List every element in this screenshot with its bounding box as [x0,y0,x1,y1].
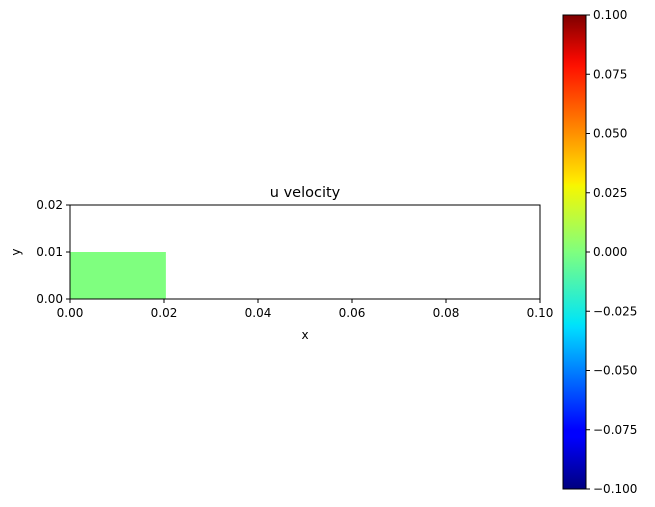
y-tick-label: 0.00 [36,292,63,306]
y-tick-label: 0.01 [36,245,63,259]
velocity-field-region [70,252,166,299]
chart-title: u velocity [270,185,341,201]
y-axis-label: y [9,248,23,255]
colorbar-tick-label: 0.025 [593,186,627,200]
x-axis-label: x [301,328,308,342]
colorbar-tick-label: 0.075 [593,67,627,81]
colorbar-tick-label: −0.050 [593,364,637,378]
y-tick-label: 0.02 [36,198,63,212]
x-axis-ticks: 0.00 0.02 0.04 0.06 0.08 0.10 [57,299,554,320]
x-tick-label: 0.10 [527,306,554,320]
colorbar: 0.100 0.075 0.050 0.025 0.000 −0.025 −0.050 −0.… [562,8,637,496]
colorbar-gradient [563,15,586,489]
colorbar-tick-label: −0.075 [593,423,637,437]
colorbar-tick-label: 0.100 [593,8,627,22]
colorbar-tick-label: −0.100 [593,482,637,496]
x-tick-label: 0.06 [339,306,366,320]
x-tick-label: 0.00 [57,306,84,320]
x-tick-label: 0.08 [433,306,460,320]
y-axis-ticks: 0.00 0.01 0.02 [36,198,70,306]
colorbar-ticks: 0.100 0.075 0.050 0.025 0.000 −0.025 −0.050 −0.… [586,8,637,496]
main-axes: 0.00 0.02 0.04 0.06 0.08 0.10 0.00 0.01 0.02 u … [9,185,553,342]
x-tick-label: 0.02 [151,306,178,320]
x-tick-label: 0.04 [245,306,272,320]
colorbar-tick-label: −0.025 [593,304,637,318]
colorbar-tick-label: 0.000 [593,245,627,259]
colorbar-tick-label: 0.050 [593,127,627,141]
